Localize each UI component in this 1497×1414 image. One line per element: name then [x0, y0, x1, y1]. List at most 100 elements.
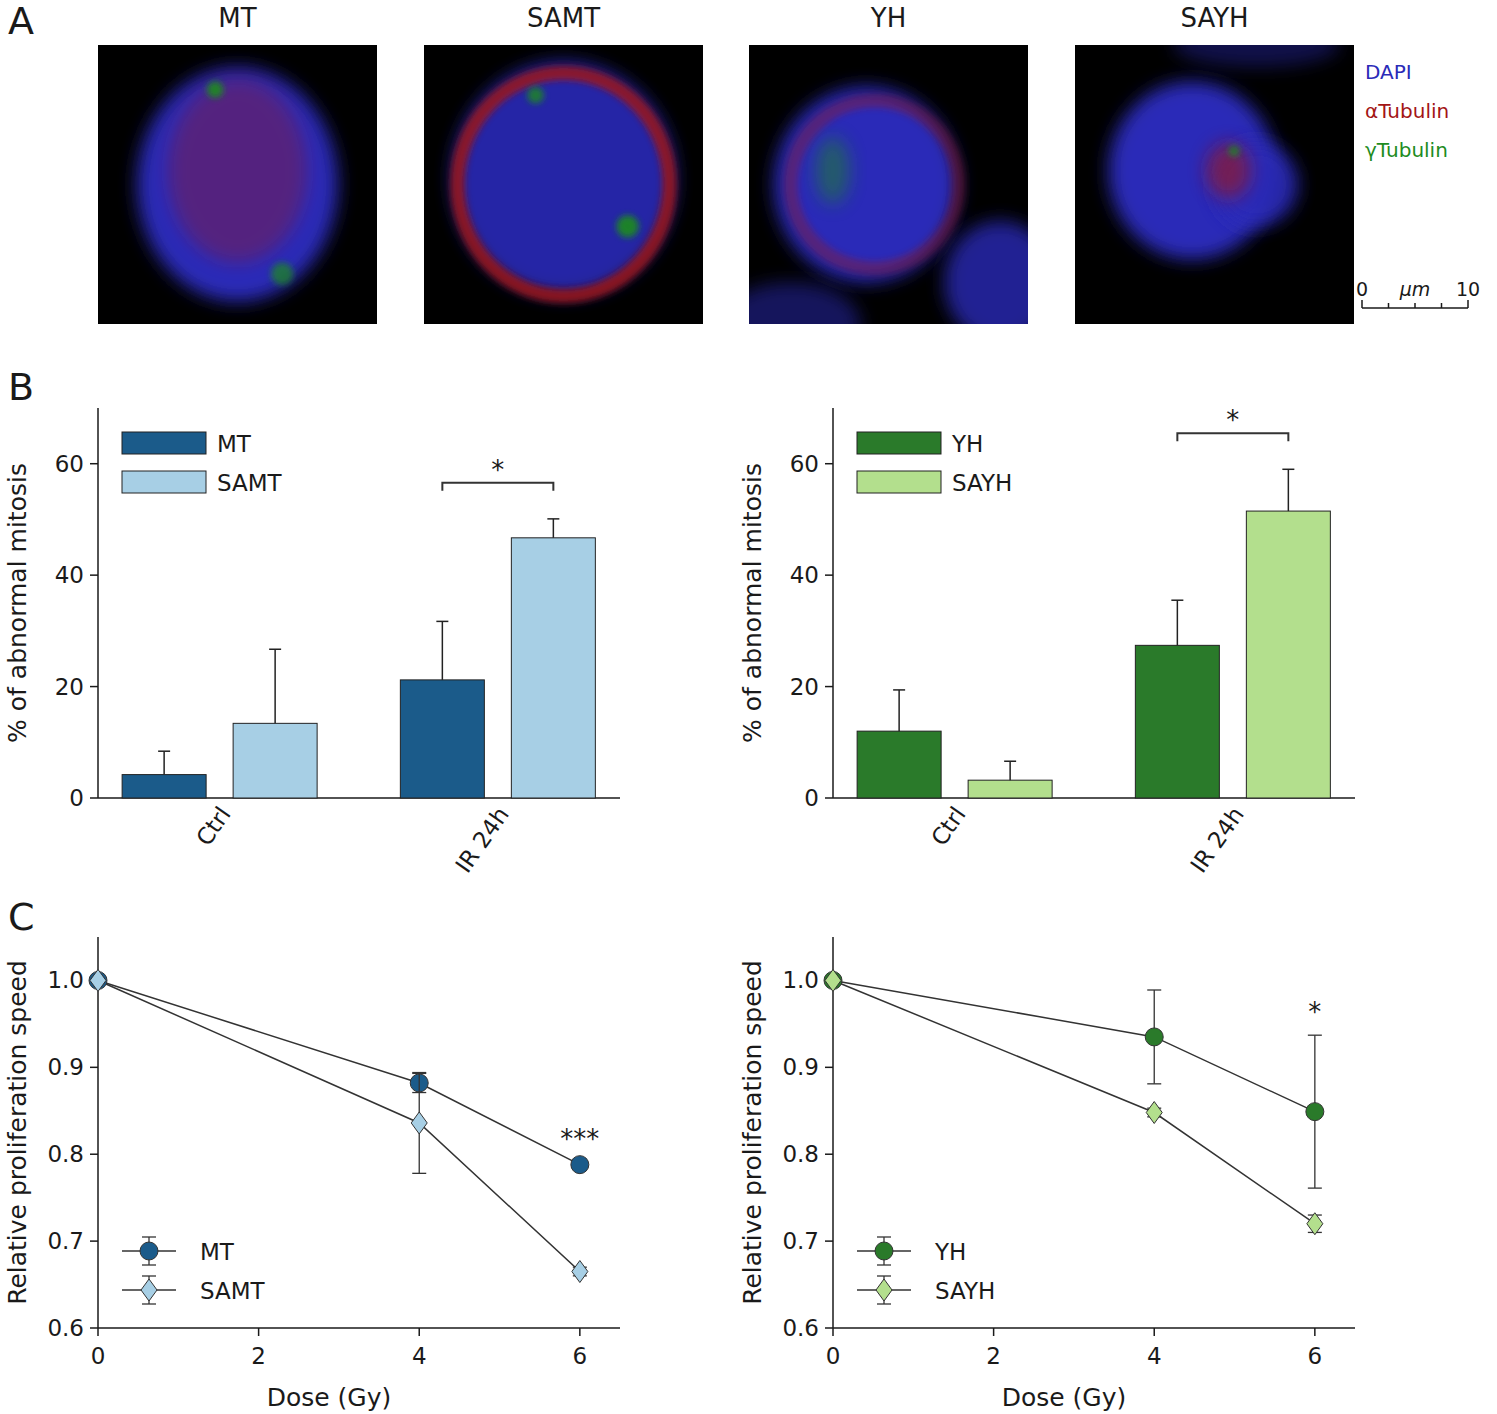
y-axis-title: Relative proliferation speed [738, 960, 767, 1305]
legend-label: YH [934, 1239, 966, 1265]
error-cap [1147, 989, 1161, 990]
y-tick [825, 1240, 833, 1242]
y-axis [832, 937, 834, 1328]
scale-tick [1414, 303, 1416, 308]
legend-label: SAYH [952, 470, 1012, 496]
x-tick-label: IR 24h [1185, 802, 1249, 877]
legend-marker [140, 1242, 158, 1260]
image-title: YH [870, 3, 906, 33]
x-axis-title: Dose (Gy) [1002, 1383, 1127, 1412]
legend-swatch [122, 471, 206, 493]
y-tick [90, 1327, 98, 1329]
error-cap [1004, 760, 1016, 762]
stain [1206, 143, 1251, 199]
error-bar [412, 1073, 426, 1174]
point [90, 969, 106, 991]
image-title: MT [218, 3, 256, 33]
stain [816, 137, 849, 204]
channel-label: αTubulin [1365, 99, 1449, 123]
y-tick-label: 0.6 [47, 1315, 84, 1341]
error-stem [553, 519, 555, 538]
legend-swatch [857, 432, 941, 454]
x-tick-label: IR 24h [450, 802, 514, 877]
y-tick [825, 1153, 833, 1155]
panel-letter: A [8, 0, 34, 43]
error-cap [436, 621, 448, 623]
y-axis-title: % of abnormal mitosis [3, 463, 32, 743]
x-tick-label: 0 [826, 1343, 841, 1369]
y-axis [97, 408, 99, 798]
series-line [833, 980, 1315, 1111]
stain [452, 62, 675, 296]
legend-item: MT [122, 431, 252, 457]
legend-label: YH [951, 431, 983, 457]
y-tick-label: 0.8 [47, 1141, 84, 1167]
y-tick [90, 1153, 98, 1155]
y-tick [825, 574, 833, 576]
x-tick [1314, 1328, 1316, 1336]
legend-item: YH [857, 431, 983, 457]
y-tick-label: 0.9 [47, 1054, 84, 1080]
legend-item: SAMT [122, 1276, 266, 1304]
error-stem [163, 751, 165, 774]
stain [774, 87, 958, 282]
stain [617, 215, 639, 237]
x-axis-title: Dose (Gy) [267, 1383, 392, 1412]
micrograph [1075, 45, 1354, 324]
y-tick-label: 0.8 [782, 1141, 819, 1167]
legend-label: SAMT [217, 470, 283, 496]
legend-swatch [122, 432, 206, 454]
error-bar [436, 621, 448, 680]
point [1145, 1028, 1163, 1046]
y-tick-label: 20 [55, 674, 84, 700]
scale-tick [1388, 303, 1390, 308]
legend-label: SAYH [935, 1278, 995, 1304]
stain [791, 101, 958, 268]
x-tick-label: 6 [1308, 1343, 1323, 1369]
legend-marker [875, 1242, 893, 1260]
plot-area [122, 519, 595, 798]
image-ground [424, 45, 703, 324]
point [1146, 1102, 1162, 1124]
x-tick-label: Ctrl [926, 802, 971, 850]
x-tick [1153, 1328, 1155, 1336]
bar [1246, 511, 1330, 798]
image-title: SAYH [1180, 3, 1248, 33]
error-cap [158, 750, 170, 752]
y-tick-label: 60 [790, 451, 819, 477]
y-tick [825, 686, 833, 688]
y-tick-label: 0.9 [782, 1054, 819, 1080]
panel-letter: C [8, 895, 35, 939]
y-tick-label: 20 [790, 674, 819, 700]
error-stem [1009, 761, 1011, 780]
series-line [98, 980, 580, 1164]
scale-unit: μm [1399, 278, 1431, 300]
scale-tick [1361, 300, 1363, 308]
y-tick [825, 463, 833, 465]
series-line [98, 980, 580, 1271]
bar [857, 731, 941, 798]
scale-label: 0 [1356, 278, 1368, 300]
x-tick-label: 0 [91, 1343, 106, 1369]
micrograph [98, 45, 377, 324]
error-stem [1177, 600, 1179, 645]
legend-item: MT [122, 1237, 235, 1265]
scale-tick [1441, 303, 1443, 308]
annotation: * [1308, 997, 1321, 1027]
stain [457, 73, 669, 296]
error-cap [412, 1072, 426, 1073]
annotation: * [1226, 405, 1239, 435]
point [572, 1261, 588, 1283]
bar [233, 723, 317, 798]
y-tick [90, 1067, 98, 1069]
x-tick [832, 1328, 834, 1336]
y-tick-label: 0.6 [782, 1315, 819, 1341]
error-bar [893, 690, 905, 731]
legend-label: MT [200, 1239, 235, 1265]
error-stem [898, 690, 900, 731]
y-tick-label: 40 [55, 562, 84, 588]
x-tick-label: 2 [251, 1343, 266, 1369]
annotation: * [491, 455, 504, 485]
y-tick [90, 574, 98, 576]
x-tick-label: 6 [573, 1343, 588, 1369]
